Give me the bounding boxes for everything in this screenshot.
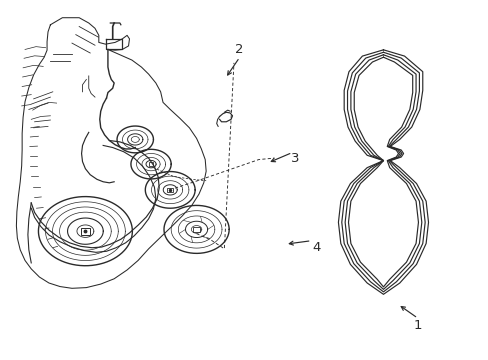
Bar <box>192 226 200 232</box>
Text: 4: 4 <box>311 240 320 253</box>
Text: 3: 3 <box>290 152 299 165</box>
Bar <box>167 188 173 192</box>
Text: 2: 2 <box>235 43 244 56</box>
Bar <box>148 162 153 166</box>
Bar <box>81 228 90 235</box>
Text: 1: 1 <box>413 319 421 332</box>
